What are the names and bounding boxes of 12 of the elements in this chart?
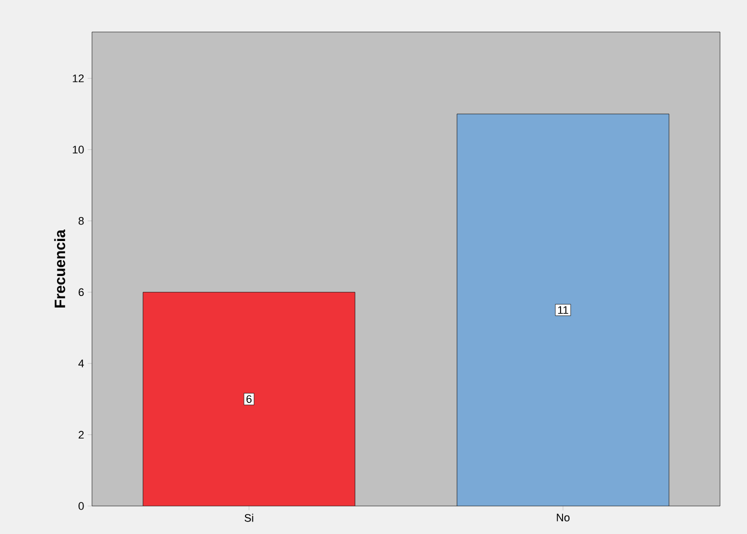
data-label: 11: [558, 306, 568, 314]
y-tick-label: 2: [78, 430, 84, 439]
data-label: 6: [246, 395, 252, 403]
y-axis-title: Frecuencia: [54, 229, 66, 308]
x-tick-label: No: [556, 514, 570, 522]
y-tick-label: 4: [78, 360, 84, 368]
y-tick-label: 8: [78, 217, 84, 225]
x-tick-label: Si: [244, 514, 254, 522]
y-tick-label: 12: [72, 74, 84, 82]
y-tick-label: 6: [78, 288, 84, 296]
y-tick-label: 10: [72, 146, 84, 154]
y-tick-label: 0: [78, 502, 84, 510]
